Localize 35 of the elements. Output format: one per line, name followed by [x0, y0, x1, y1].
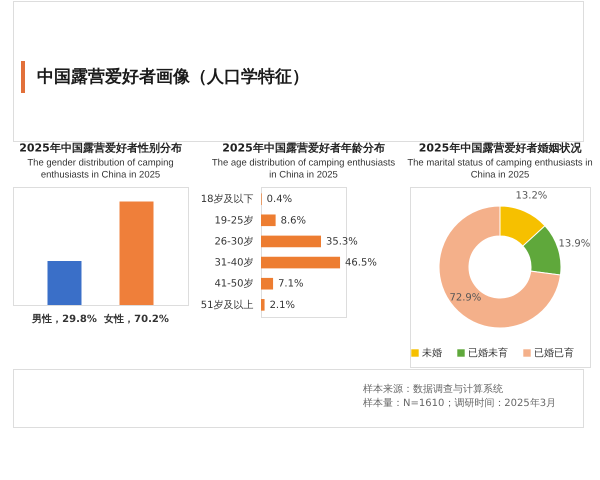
data-label: 0.4% — [266, 194, 292, 206]
legend-label: 已婚未育 — [468, 347, 508, 359]
data-label: 女性，70.2% — [103, 313, 169, 325]
bar — [261, 278, 274, 290]
y-tick-label: 18岁及以下 — [200, 193, 254, 206]
data-label: 35.3% — [326, 236, 358, 248]
text: 中国露营爱好者画像（人口学特征） — [37, 67, 309, 87]
data-label: 13.9% — [558, 238, 590, 250]
bar — [261, 256, 340, 268]
chart-title: 2025年中国露营爱好者年龄分布 — [222, 142, 385, 154]
data-label: 13.2% — [516, 190, 548, 202]
data-label: 72.9% — [450, 292, 482, 304]
data-label: 7.1% — [278, 278, 304, 290]
legend-label: 未婚 — [422, 347, 442, 359]
bar — [261, 299, 265, 311]
chart-subtitle: The marital status of camping enthusiasts in China in 2025 — [407, 158, 593, 180]
chart-title: 2025年中国露营爱好者性别分布 — [19, 142, 182, 154]
text: 样本量：N=1610；调研时间：2025年3月 — [363, 397, 556, 409]
y-tick-label: 26-30岁 — [214, 235, 254, 248]
bar — [261, 236, 322, 248]
data-label: 2.1% — [270, 300, 295, 311]
data-label: 46.5% — [345, 258, 377, 269]
text: 样本来源：数据调查与计算系统 — [363, 383, 503, 395]
donut-slice — [438, 206, 561, 328]
bar — [261, 214, 276, 226]
chart-subtitle: The age distribution of camping enthusiasts in China in 2025 — [212, 158, 396, 180]
y-tick-label: 19-25岁 — [214, 214, 254, 226]
legend-label: 已婚已育 — [534, 347, 574, 359]
y-tick-label: 51岁及以上 — [200, 298, 254, 311]
y-tick-label: 41-50岁 — [214, 278, 254, 290]
data-label: 男性，29.8% — [31, 313, 97, 325]
chart-title: 2025年中国露营爱好者婚姻状况 — [418, 142, 582, 154]
chart-subtitle: The gender distribution of camping enthusiasts in China in 2025 — [27, 158, 174, 180]
data-label: 8.6% — [280, 215, 306, 226]
y-tick-label: 31-40岁 — [214, 256, 254, 269]
